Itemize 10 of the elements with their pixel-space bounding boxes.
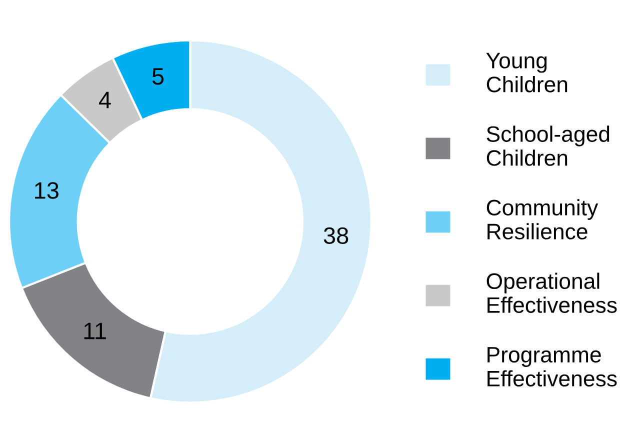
legend-label: Programme Effectiveness: [488, 347, 617, 387]
legend-label: Operational Effectiveness: [486, 272, 617, 313]
legend-label: Young Children: [486, 52, 568, 92]
legend-label: Community Resilience: [486, 199, 598, 240]
data-label: 5: [152, 68, 164, 85]
data-label: 38: [324, 227, 348, 244]
data-label: 11: [84, 322, 106, 340]
data-label: 4: [98, 92, 111, 108]
data-label: 13: [35, 182, 58, 199]
legend-label: School-aged Children: [486, 126, 610, 166]
